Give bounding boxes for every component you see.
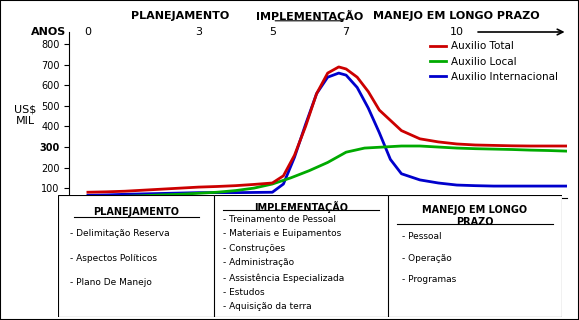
Text: - Estudos: - Estudos: [223, 288, 265, 297]
Text: MANEJO EM LONGO
PRAZO: MANEJO EM LONGO PRAZO: [422, 205, 527, 227]
Text: - Materiais e Euipamentos: - Materiais e Euipamentos: [223, 229, 341, 238]
Text: 10: 10: [450, 27, 464, 37]
Y-axis label: US$
MIL: US$ MIL: [14, 104, 36, 126]
Text: - Aspectos Políticos: - Aspectos Políticos: [71, 253, 157, 263]
Text: 7: 7: [343, 27, 350, 37]
Text: IMPLEMENTAÇÃO: IMPLEMENTAÇÃO: [255, 10, 363, 22]
Legend: Auxilio Total, Auxilio Local, Auxilio Internacional: Auxilio Total, Auxilio Local, Auxilio In…: [426, 37, 562, 86]
Text: MANEJO EM LONGO PRAZO: MANEJO EM LONGO PRAZO: [373, 11, 540, 21]
Text: - Treinamento de Pessoal: - Treinamento de Pessoal: [223, 215, 336, 224]
Text: - Administração: - Administração: [223, 259, 294, 268]
Text: 3: 3: [195, 27, 202, 37]
Text: - Assistência Especializada: - Assistência Especializada: [223, 273, 344, 283]
Text: - Delimitação Reserva: - Delimitação Reserva: [71, 229, 170, 238]
Text: PLANEJAMENTO: PLANEJAMENTO: [131, 11, 229, 21]
Text: - Programas: - Programas: [402, 276, 456, 284]
Text: - Construções: - Construções: [223, 244, 285, 253]
Text: - Aquisição da terra: - Aquisição da terra: [223, 302, 312, 311]
Text: IMPLEMENTAÇÃO: IMPLEMENTAÇÃO: [254, 201, 348, 213]
Text: 5: 5: [269, 27, 276, 37]
Text: - Pessoal: - Pessoal: [402, 232, 441, 241]
Text: ANOS: ANOS: [31, 27, 66, 37]
Text: PLANEJAMENTO: PLANEJAMENTO: [93, 207, 179, 217]
FancyBboxPatch shape: [58, 195, 214, 317]
FancyBboxPatch shape: [388, 195, 562, 317]
Text: - Plano De Manejo: - Plano De Manejo: [71, 278, 152, 287]
Text: 0: 0: [85, 27, 91, 37]
FancyBboxPatch shape: [214, 195, 388, 317]
Text: - Operação: - Operação: [402, 253, 452, 263]
